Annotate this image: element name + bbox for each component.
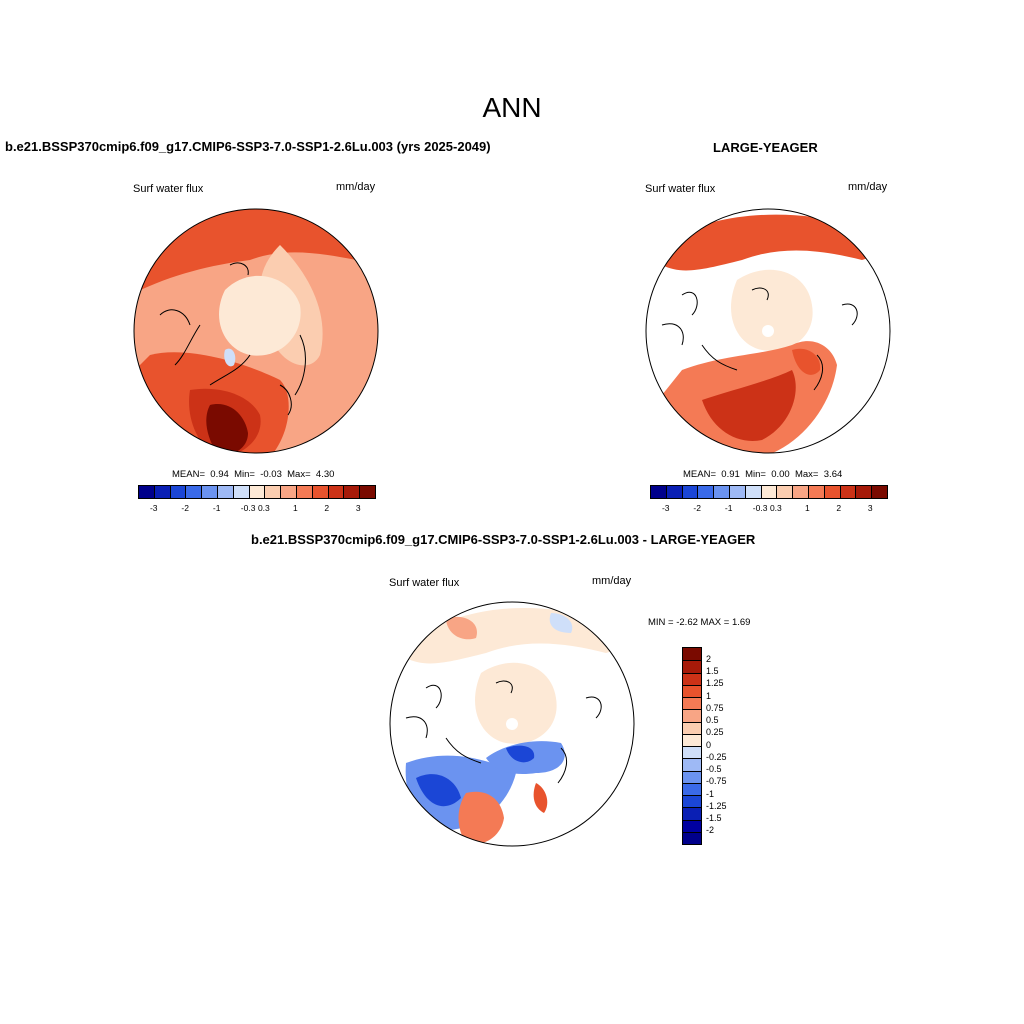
colorbar-tick-label: 2 (836, 503, 842, 513)
colorbar-tick-label: 1 (706, 690, 712, 701)
colorbar-swatch (760, 486, 777, 498)
colorbar-swatch (665, 486, 682, 498)
colorbar-swatch (728, 486, 745, 498)
colorbar-swatch (683, 807, 701, 820)
colorbar-swatch (327, 486, 344, 498)
colorbar-swatch (871, 486, 887, 498)
panel2-polar-map (645, 208, 891, 454)
panel3-units-label: mm/day (592, 575, 632, 587)
colorbar-swatch (713, 486, 729, 498)
colorbar-swatch (839, 486, 856, 498)
colorbar-swatch (776, 486, 793, 498)
colorbar-tick-label: 2 (706, 653, 712, 664)
colorbar-swatch (139, 486, 154, 498)
colorbar-swatch (683, 709, 701, 722)
colorbar-swatch (201, 486, 217, 498)
panel3-polar-map (389, 601, 635, 847)
colorbar-swatch (697, 486, 714, 498)
panel2-variable-label: Surf water flux (645, 183, 716, 195)
colorbar-swatch (683, 819, 701, 832)
colorbar-swatch (343, 486, 360, 498)
colorbar-tick-label: -2 (181, 503, 189, 513)
colorbar-tick-label: -2 (693, 503, 701, 513)
panel2-colorbar-ticks: -3 -2 -1 -0.3 0.3 1 2 3 (650, 503, 886, 515)
colorbar-swatch (264, 486, 281, 498)
colorbar-swatch (683, 684, 701, 697)
panel3-variable-label: Surf water flux (389, 577, 460, 589)
colorbar-swatch (683, 758, 701, 771)
colorbar-tick-label: 1 (292, 503, 298, 513)
colorbar-swatch (683, 648, 701, 661)
colorbar-swatch (248, 486, 265, 498)
colorbar-tick-label: -1.25 (706, 800, 727, 811)
colorbar-swatch (295, 486, 312, 498)
colorbar-tick-label: -0.25 (706, 751, 727, 762)
colorbar-swatch (216, 486, 233, 498)
colorbar-swatch (744, 486, 761, 498)
panel1-units-label: mm/day (336, 181, 376, 193)
panel3-title: b.e21.BSSP370cmip6.f09_g17.CMIP6-SSP3-7.… (251, 532, 756, 547)
panel3-colorbar (682, 647, 702, 845)
colorbar-tick-label: -1.5 (706, 813, 722, 823)
panel1-stats: MEAN= 0.94 Min= -0.03 Max= 4.30 (172, 469, 335, 480)
colorbar-tick-label: -0.3 (240, 503, 256, 513)
colorbar-swatch (683, 831, 701, 844)
colorbar-swatch (683, 697, 701, 710)
colorbar-tick-label: 0.75 (706, 702, 724, 713)
panel2-colorbar (650, 485, 888, 499)
colorbar-swatch (683, 770, 701, 783)
panel3-colorbar-labels: 2 1.5 1.25 1 0.75 0.5 0.25 0 -0.25 -0.5 -0.75 -1 -1.… (706, 647, 746, 836)
colorbar-swatch (855, 486, 872, 498)
colorbar-swatch (232, 486, 249, 498)
colorbar-swatch (683, 721, 701, 734)
colorbar-tick-label: 0 (706, 739, 712, 750)
colorbar-tick-label: -1 (706, 788, 715, 799)
colorbar-swatch (311, 486, 328, 498)
colorbar-tick-label: 0.3 (257, 503, 270, 513)
colorbar-tick-label: 0.5 (706, 715, 719, 725)
colorbar-swatch (683, 660, 701, 673)
colorbar-tick-label: -2 (706, 825, 715, 836)
colorbar-swatch (651, 486, 666, 498)
figure-title: ANN (482, 92, 542, 123)
panel2-title: LARGE-YEAGER (713, 140, 818, 155)
colorbar-tick-label: 0.25 (706, 727, 724, 738)
colorbar-tick-label: 1 (804, 503, 810, 513)
colorbar-tick-label: -0.3 (752, 503, 768, 513)
colorbar-swatch (683, 782, 701, 795)
colorbar-swatch (681, 486, 698, 498)
colorbar-tick-label: -0.75 (706, 776, 727, 787)
colorbar-swatch (683, 746, 701, 759)
colorbar-tick-label: -3 (149, 503, 158, 513)
colorbar-tick-label: 3 (867, 503, 873, 513)
colorbar-tick-label: 2 (324, 503, 330, 513)
panel2-units-label: mm/day (848, 181, 888, 193)
panel1-title: b.e21.BSSP370cmip6.f09_g17.CMIP6-SSP3-7.… (5, 139, 491, 154)
colorbar-swatch (185, 486, 202, 498)
panel2-stats: MEAN= 0.91 Min= 0.00 Max= 3.64 (683, 469, 843, 480)
colorbar-swatch (683, 672, 701, 685)
colorbar-swatch (359, 486, 375, 498)
colorbar-swatch (280, 486, 296, 498)
colorbar-tick-label: -0.5 (706, 764, 722, 774)
panel3-minmax: MIN = -2.62 MAX = 1.69 (648, 617, 751, 628)
colorbar-tick-label: 0.3 (769, 503, 782, 513)
panel1-colorbar (138, 485, 376, 499)
colorbar-tick-label: -1 (212, 503, 221, 513)
colorbar-swatch (153, 486, 170, 498)
colorbar-swatch (683, 795, 701, 808)
panel1-variable-label: Surf water flux (133, 183, 204, 195)
colorbar-tick-label: 1.25 (706, 678, 724, 689)
colorbar-swatch (807, 486, 824, 498)
panel1-colorbar-ticks: -3 -2 -1 -0.3 0.3 1 2 3 (138, 503, 374, 515)
colorbar-swatch (683, 733, 701, 746)
colorbar-tick-label: 3 (355, 503, 361, 513)
colorbar-swatch (823, 486, 840, 498)
colorbar-tick-label: -1 (724, 503, 733, 513)
panel1-polar-map (133, 208, 379, 454)
colorbar-tick-label: 1.5 (706, 666, 719, 676)
colorbar-swatch (792, 486, 808, 498)
colorbar-tick-label: -3 (661, 503, 670, 513)
colorbar-swatch (169, 486, 186, 498)
